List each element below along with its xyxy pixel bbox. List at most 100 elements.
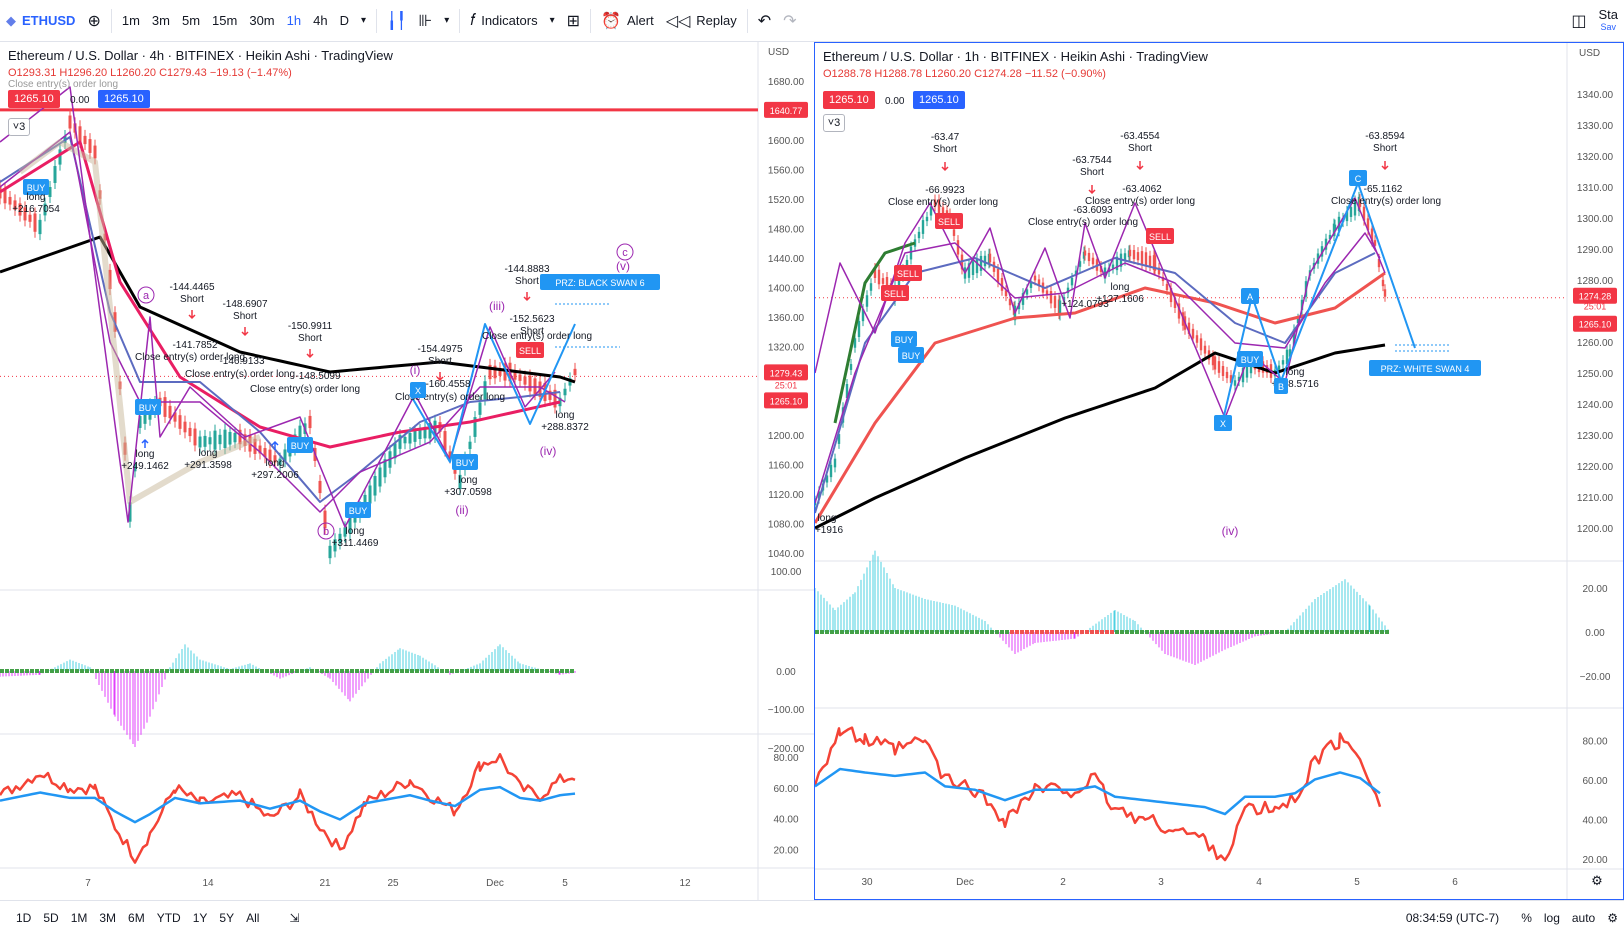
range-ytd[interactable]: YTD <box>156 911 181 925</box>
goto-date-button[interactable]: ⇲ <box>283 911 305 925</box>
price-tick-label: 1230.00 <box>1577 431 1614 442</box>
short-label: Short <box>933 144 957 155</box>
heikin-ashi-candle <box>1187 322 1191 335</box>
price-tick-label: 1340.00 <box>1577 90 1614 101</box>
heikin-ashi-candle <box>53 166 57 183</box>
undo-button[interactable]: ↶ <box>752 0 777 42</box>
percent-scale-toggle[interactable]: % <box>1521 911 1532 925</box>
redo-button[interactable]: ↷ <box>777 0 802 42</box>
bid-axis-label: 1265.10 <box>1579 320 1612 330</box>
rsi-tick-label: 20.00 <box>773 846 798 857</box>
price-tick-label: 1080.00 <box>768 520 805 531</box>
timeframe-1m[interactable]: 1m <box>121 13 140 28</box>
timeframe-1h[interactable]: 1h <box>286 13 302 28</box>
clock-timezone[interactable]: 08:34:59 (UTC-7) <box>1405 911 1500 925</box>
timeframe-4h[interactable]: 4h <box>313 13 328 28</box>
bar-style-button[interactable]: ⊪ <box>412 0 438 42</box>
log-scale-toggle[interactable]: log <box>1543 911 1560 925</box>
heikin-ashi-candle <box>33 213 37 232</box>
date-tick-label: 6 <box>1452 877 1458 888</box>
range-5d[interactable]: 5D <box>43 911 59 925</box>
currency-selector[interactable]: USD <box>1579 48 1601 59</box>
ema-blue-line <box>815 252 1376 514</box>
bid-axis-label: 1265.10 <box>770 396 803 406</box>
range-3m[interactable]: 3M <box>99 911 117 925</box>
heikin-ashi-candle <box>1296 318 1300 324</box>
heikin-ashi-candle <box>343 527 347 537</box>
range-1d[interactable]: 1D <box>16 911 32 925</box>
heikin-ashi-candle <box>1213 356 1217 370</box>
range-5y[interactable]: 5Y <box>219 911 235 925</box>
timeframe-15m[interactable]: 15m <box>212 13 238 28</box>
indicators-dropdown[interactable]: ▾ <box>544 0 561 42</box>
heikin-ashi-candle <box>1148 255 1152 267</box>
timeframe-3m[interactable]: 3m <box>151 13 170 28</box>
price-tick-label: 1440.00 <box>768 254 805 265</box>
price-tick-label: 1200.00 <box>1577 524 1614 535</box>
heikin-ashi-candle <box>1381 279 1385 287</box>
timeframe-30m[interactable]: 30m <box>249 13 275 28</box>
short-arrow-icon <box>241 327 249 337</box>
heikin-ashi-candle <box>383 459 387 478</box>
date-tick-label: Dec <box>956 877 974 888</box>
collapse-legend-button[interactable]: ˅3 <box>823 114 845 132</box>
chart-pane-4h[interactable]: Ethereum / U.S. Dollar · 4h · BITFINEX ·… <box>0 42 814 900</box>
rsi-line <box>0 753 576 864</box>
heikin-ashi-candle <box>503 363 507 381</box>
heikin-ashi-candle <box>988 253 992 263</box>
compare-symbol-button[interactable]: ⊕ <box>81 0 106 42</box>
buy-signal-label: BUY <box>895 335 914 345</box>
long-arrow-icon <box>271 440 279 450</box>
range-all[interactable]: All <box>246 911 260 925</box>
chart-title: Ethereum / U.S. Dollar · 4h · BITFINEX ·… <box>8 48 393 63</box>
heikin-ashi-candle <box>428 422 432 439</box>
sell-price-button[interactable]: 1265.10 <box>8 90 60 108</box>
chart-settings-button[interactable]: ⚙ <box>1601 911 1624 925</box>
heikin-ashi-candle <box>1245 364 1249 378</box>
collapse-legend-button[interactable]: ˅3 <box>8 118 30 136</box>
save-button[interactable]: Sta Sav <box>1592 0 1624 42</box>
buy-price-button[interactable]: 1265.10 <box>913 91 965 109</box>
buy-price-button[interactable]: 1265.10 <box>98 90 150 108</box>
price-tick-label: 1360.00 <box>768 313 805 324</box>
heikin-ashi-candle <box>937 199 941 215</box>
auto-scale-toggle[interactable]: auto <box>1571 911 1596 925</box>
date-tick-label: 2 <box>1060 877 1066 888</box>
chart-pane-1h[interactable]: Ethereum / U.S. Dollar · 1h · BITFINEX ·… <box>814 42 1624 900</box>
replay-button[interactable]: ◁◁ Replay <box>660 0 743 42</box>
chart-style-dropdown[interactable]: ▾ <box>438 0 455 42</box>
chart-canvas-4h[interactable]: 1680.001600.001560.001520.001480.001440.… <box>0 42 814 900</box>
price-tick-label: 1600.00 <box>768 136 805 147</box>
currency-selector[interactable]: USD <box>768 47 790 58</box>
range-1y[interactable]: 1Y <box>192 911 208 925</box>
timeframe-dropdown[interactable]: ▾ <box>355 0 372 42</box>
heikin-ashi-candle <box>278 458 282 466</box>
price-tick-label: 1200.00 <box>768 431 805 442</box>
symbol-search[interactable]: ◆ ETHUSD <box>0 0 81 42</box>
heikin-ashi-candle <box>178 415 182 429</box>
ema-200-line <box>0 235 576 384</box>
chart-canvas-1h[interactable]: 1340.00 1330.00 1320.00 1310.00 1300.00 1290.… <box>815 43 1623 899</box>
range-1m[interactable]: 1M <box>70 911 88 925</box>
timeframe-5m[interactable]: 5m <box>181 13 201 28</box>
heikin-ashi-candle <box>857 321 861 337</box>
buy-signal-label-bg <box>135 399 161 415</box>
candle-style-button[interactable]: ╽╿ <box>381 0 412 42</box>
range-6m[interactable]: 6M <box>128 911 145 925</box>
heikin-ashi-candle <box>473 417 477 437</box>
templates-button[interactable]: ⊞ <box>561 0 586 42</box>
short-profit-label: -63.47 <box>931 132 960 143</box>
sell-price-button[interactable]: 1265.10 <box>823 91 875 109</box>
heikin-ashi-candle <box>1021 293 1025 305</box>
ema-200-line <box>815 343 1386 530</box>
indicator-count: 3 <box>834 117 841 129</box>
heikin-ashi-candle <box>952 229 956 236</box>
alert-button[interactable]: ⏰ Alert <box>595 0 660 42</box>
long-label: long <box>266 458 285 469</box>
price-tick-label: 1300.00 <box>1577 214 1614 225</box>
heikin-ashi-candle <box>1241 367 1245 383</box>
long-arrow-icon <box>141 438 149 448</box>
layout-button[interactable]: ◫ <box>1565 0 1592 42</box>
timeframe-d[interactable]: D <box>339 13 349 28</box>
indicators-button[interactable]: 𝑓 Indicators <box>464 0 543 42</box>
